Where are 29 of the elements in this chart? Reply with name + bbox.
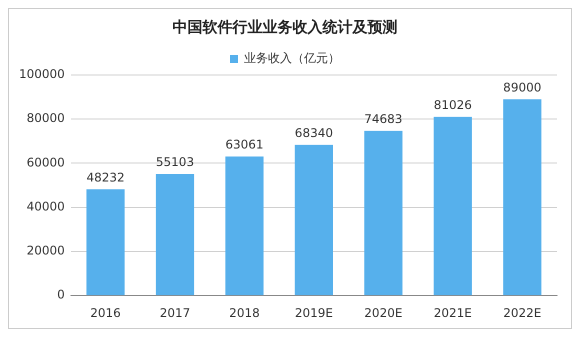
bar	[364, 130, 402, 296]
x-tick-label: 2019E	[294, 306, 333, 320]
y-tick-label: 100000	[18, 67, 65, 82]
data-label: 74683	[364, 112, 402, 126]
data-label: 48232	[86, 170, 125, 184]
y-tick-label: 60000	[26, 155, 65, 170]
x-tick-label: 2021E	[434, 306, 472, 320]
data-label: 89000	[503, 80, 542, 94]
legend-label: 业务收入（亿元）	[244, 51, 340, 66]
x-tick-label: 2018	[229, 306, 260, 320]
data-label: 55103	[156, 155, 194, 170]
y-tick-label: 0	[57, 288, 65, 302]
chart-title: 中国软件行业业务收入统计及预测	[172, 18, 398, 36]
bar	[503, 99, 542, 296]
x-tick-label: 2022E	[503, 306, 542, 320]
bar	[225, 156, 264, 296]
x-tick-label: 2016	[90, 306, 121, 320]
bar	[156, 174, 194, 296]
x-tick-label: 2017	[160, 306, 190, 320]
y-tick-label: 20000	[26, 244, 65, 258]
y-tick-label: 80000	[26, 111, 65, 126]
x-tick-label: 2020E	[364, 306, 402, 320]
data-label: 68340	[294, 126, 333, 140]
data-label: 63061	[225, 138, 264, 152]
bar	[434, 116, 472, 296]
bar	[294, 144, 334, 296]
data-label: 81026	[434, 98, 472, 112]
y-tick-label: 40000	[26, 199, 65, 214]
bar	[86, 189, 125, 296]
